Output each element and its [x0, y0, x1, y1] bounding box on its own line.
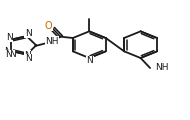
Text: NH: NH: [155, 63, 169, 72]
Text: N: N: [6, 33, 13, 42]
Text: N: N: [25, 54, 32, 63]
Text: N: N: [86, 56, 93, 65]
Text: N: N: [4, 47, 11, 56]
Text: N: N: [9, 50, 15, 59]
Text: N: N: [25, 29, 32, 38]
Text: N: N: [6, 50, 12, 59]
Text: O: O: [45, 21, 52, 31]
Text: N: N: [24, 51, 31, 60]
Text: NH: NH: [45, 37, 59, 46]
